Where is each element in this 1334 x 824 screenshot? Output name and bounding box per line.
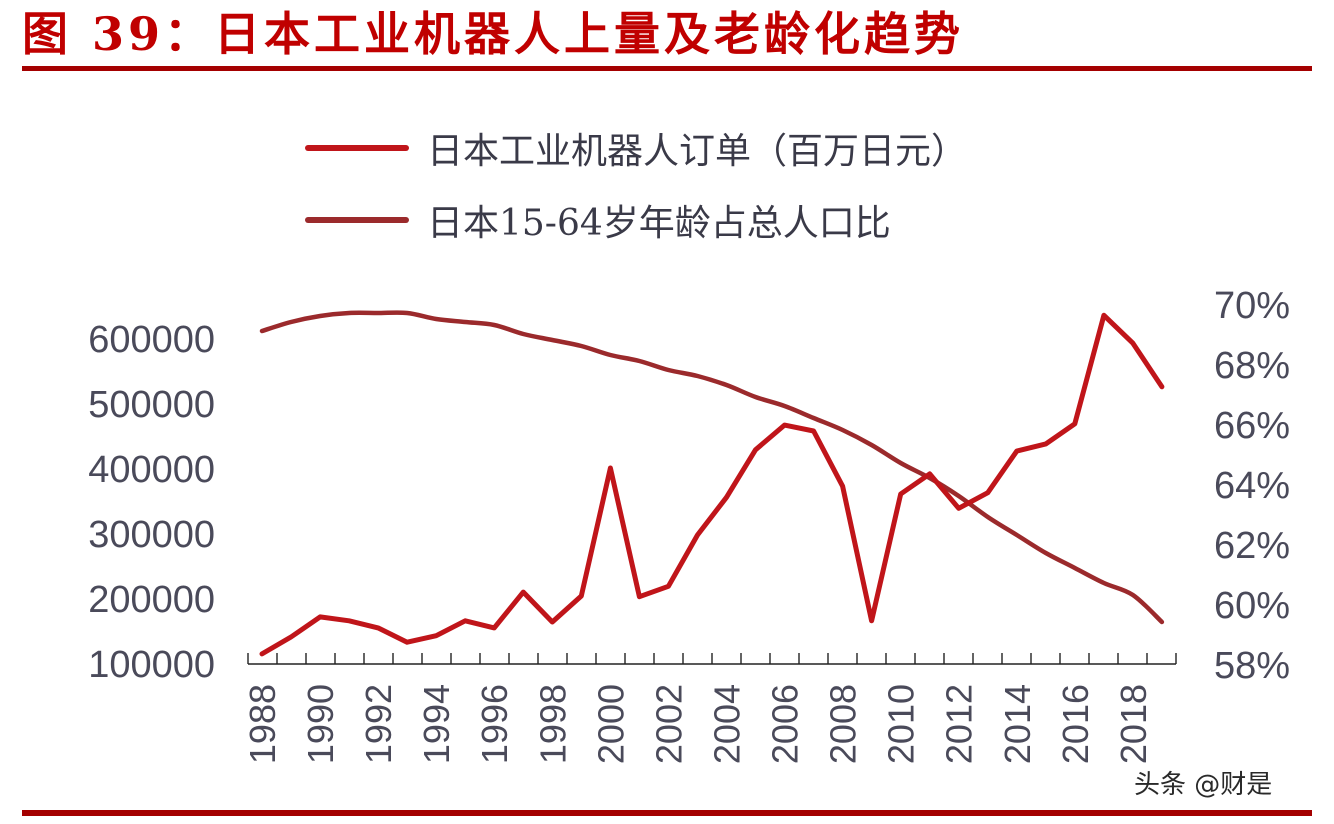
x-axis: 1988 1990 1992 1994 1996 1998 2000 2002 2004 2006… [242, 653, 1177, 764]
figure-title: 图 39：日本工业机器人上量及老龄化趋势 [22, 7, 965, 61]
watermark: 头条 @财是 [1134, 770, 1273, 800]
x-axis-tick-label: 2010 [881, 684, 922, 764]
left-axis-tick-label: 200000 [88, 579, 215, 621]
legend-swatch-orders [305, 145, 409, 151]
left-y-axis: 100000 200000 300000 400000 500000 600000 [88, 319, 215, 686]
x-axis-tick-label: 2000 [590, 684, 631, 764]
legend-item-population: 日本15-64岁年龄占总人口比 [305, 184, 967, 256]
bottom-divider [22, 810, 1312, 816]
x-axis-tick-label: 1996 [474, 684, 515, 764]
population-share-line [259, 310, 1165, 625]
x-axis-tick-label: 2014 [997, 684, 1038, 764]
legend-item-orders: 日本工业机器人订单（百万日元） [305, 112, 967, 184]
x-axis-tick-label: 2006 [765, 684, 806, 764]
left-axis-tick-label: 500000 [88, 384, 215, 426]
right-axis-tick-label: 66% [1214, 405, 1290, 447]
legend-label-population: 日本15-64岁年龄占总人口比 [427, 203, 891, 244]
x-axis-tick-label: 2008 [823, 684, 864, 764]
chart-legend: 日本工业机器人订单（百万日元） 日本15-64岁年龄占总人口比 [305, 112, 967, 256]
x-axis-tick-label: 2002 [648, 684, 689, 764]
right-axis-tick-label: 58% [1214, 645, 1290, 687]
x-axis-tick-label: 1994 [416, 684, 457, 764]
x-axis-tick-label: 1998 [532, 684, 573, 764]
top-divider [22, 66, 1312, 71]
right-axis-tick-label: 60% [1214, 585, 1290, 627]
right-axis-tick-label: 62% [1214, 525, 1290, 567]
left-axis-tick-label: 100000 [88, 644, 215, 686]
right-axis-tick-label: 70% [1214, 285, 1290, 327]
right-y-axis: 58% 60% 62% 64% 66% 68% 70% [1214, 285, 1290, 687]
x-axis-tick-label: 1992 [358, 684, 399, 764]
right-axis-tick-label: 68% [1214, 345, 1290, 387]
x-axis-tick-label: 2012 [939, 684, 980, 764]
left-axis-tick-label: 600000 [88, 319, 215, 361]
left-axis-tick-label: 400000 [88, 449, 215, 491]
x-axis-tick-label: 2016 [1055, 684, 1096, 764]
robot-orders-line [259, 312, 1165, 657]
x-axis-tick-label: 2004 [706, 684, 747, 764]
x-axis-tick-label: 2018 [1113, 684, 1154, 764]
legend-label-orders: 日本工业机器人订单（百万日元） [427, 131, 968, 172]
legend-swatch-population [305, 217, 409, 223]
left-axis-tick-label: 300000 [88, 514, 215, 556]
x-axis-tick-label: 1990 [300, 684, 341, 764]
x-axis-tick-label: 1988 [242, 684, 283, 764]
right-axis-tick-label: 64% [1214, 465, 1290, 507]
